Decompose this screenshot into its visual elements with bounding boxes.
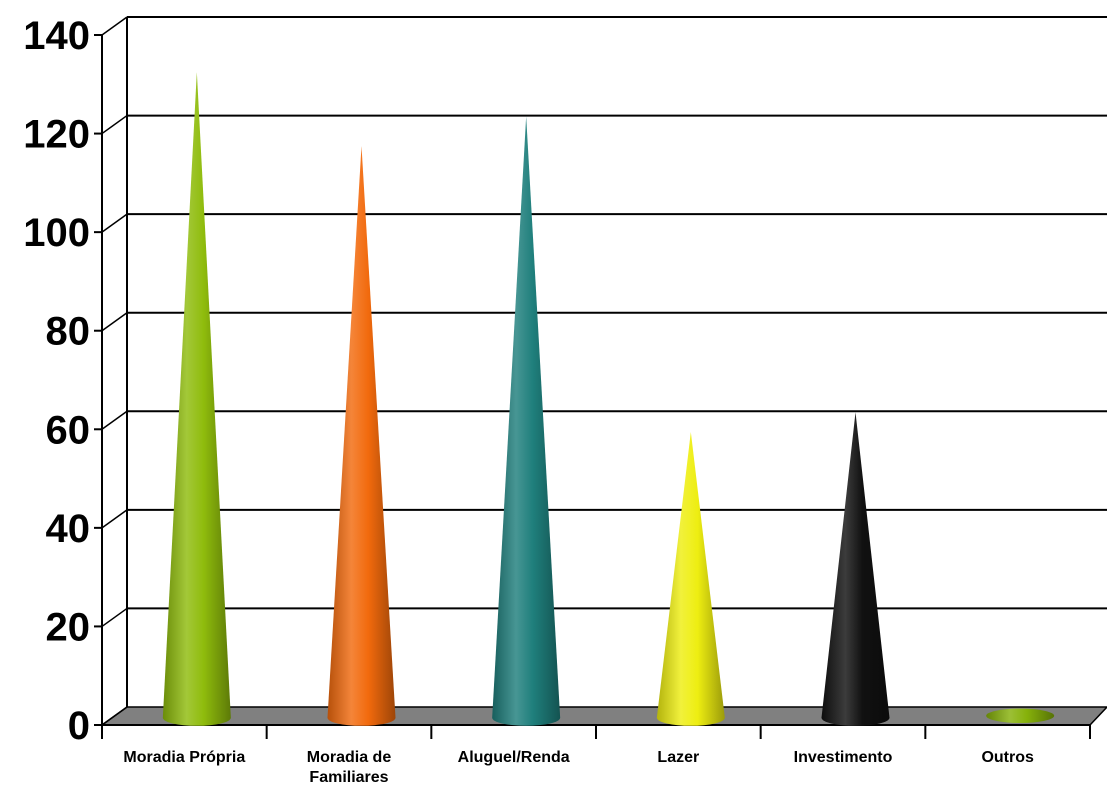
cone-body (492, 116, 561, 726)
grid-depth-line (101, 213, 128, 233)
grid-depth-line (101, 410, 128, 430)
cone-body (327, 146, 396, 726)
y-tick-label: 80 (46, 310, 91, 354)
x-category-label: Moradia Própria (123, 749, 245, 766)
y-tick-label: 0 (68, 704, 90, 748)
grid-depth-line (101, 706, 128, 726)
cone-bar (327, 146, 396, 726)
chart-floor (99, 706, 1107, 726)
x-category-label: Aluguel/Renda (458, 749, 570, 766)
y-tick-label: 40 (46, 507, 91, 551)
cone-body (162, 72, 231, 726)
grid-depth-line (101, 312, 128, 332)
cone-bar (656, 431, 725, 726)
cone-bar (821, 412, 890, 726)
grid-depth-line (101, 16, 128, 36)
y-tick-label: 100 (23, 211, 90, 255)
grid-depth-line (101, 607, 128, 628)
y-tick-label: 20 (46, 605, 91, 649)
cone-disc (986, 708, 1055, 723)
y-tick-label: 60 (46, 408, 91, 452)
cone-bar (162, 72, 231, 726)
cone-bar (986, 708, 1055, 723)
cone-body (821, 412, 890, 726)
x-category-label: Lazer (657, 749, 699, 766)
y-tick-label: 140 (23, 14, 90, 58)
x-category-label: Moradia de Familiares (307, 749, 392, 786)
cone-bar (492, 116, 561, 726)
y-tick-label: 120 (23, 113, 90, 157)
grid-depth-line (101, 509, 128, 529)
x-category-label: Investimento (794, 749, 893, 766)
x-category-label: Outros (981, 749, 1034, 766)
grid-depth-line (101, 114, 128, 135)
cone-body (656, 431, 725, 726)
